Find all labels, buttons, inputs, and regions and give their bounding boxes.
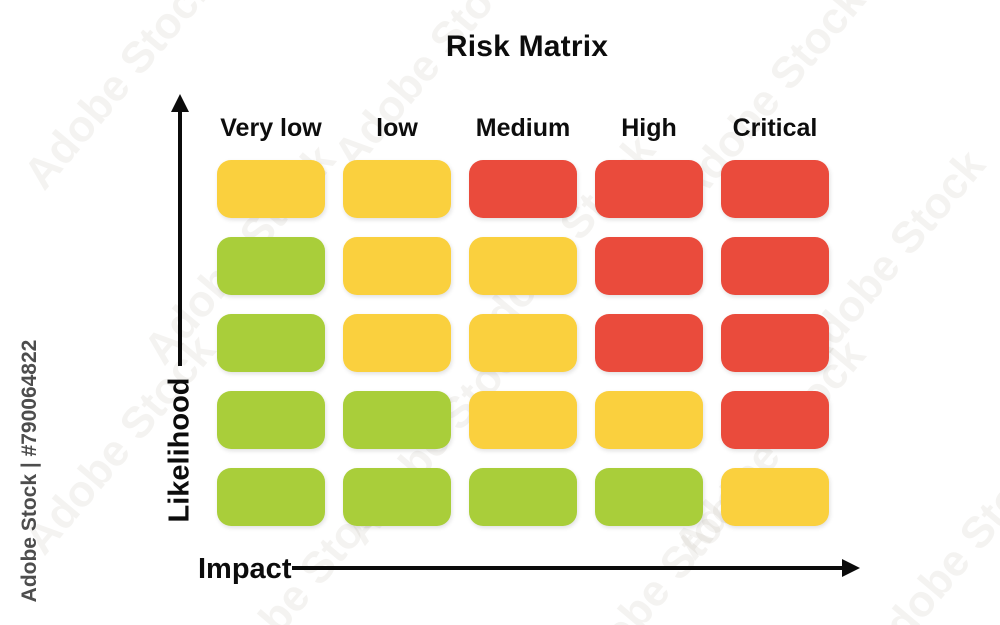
- matrix-cell-r1c1: [217, 160, 325, 218]
- matrix-cell-r3c3: [469, 314, 577, 372]
- matrix-cell-r4c3: [469, 391, 577, 449]
- matrix-cell-r2c5: [721, 237, 829, 295]
- matrix-cell-r4c4: [595, 391, 703, 449]
- x-axis-arrow-icon: [842, 559, 860, 577]
- y-axis-line: [178, 108, 182, 366]
- matrix-cell-r5c5: [721, 468, 829, 526]
- matrix-cell-r3c5: [721, 314, 829, 372]
- matrix-cell-r3c1: [217, 314, 325, 372]
- matrix-cell-r5c3: [469, 468, 577, 526]
- column-header-low: low: [376, 114, 418, 142]
- matrix-cell-r4c1: [217, 391, 325, 449]
- page-title: Risk Matrix: [445, 30, 609, 63]
- diagonal-watermark-text: Adobe Stock: [324, 0, 535, 179]
- matrix-cell-r1c2: [343, 160, 451, 218]
- y-axis-label: Likelihood: [163, 377, 196, 523]
- diagonal-watermark-text: Adobe Stock: [854, 435, 1000, 625]
- matrix-cell-r5c2: [343, 468, 451, 526]
- y-axis-arrow-icon: [171, 94, 189, 112]
- column-header-row: Very low low Medium High Critical: [217, 114, 829, 143]
- matrix-cell-r1c5: [721, 160, 829, 218]
- matrix-cell-r5c4: [595, 468, 703, 526]
- x-axis-line: [292, 566, 844, 570]
- stock-watermark-id: Adobe Stock | #790064822: [18, 339, 41, 603]
- column-header-critical: Critical: [732, 114, 818, 142]
- risk-grid: [217, 160, 829, 526]
- matrix-cell-r1c4: [595, 160, 703, 218]
- column-header-medium: Medium: [475, 114, 571, 142]
- matrix-cell-r2c4: [595, 237, 703, 295]
- matrix-cell-r5c1: [217, 468, 325, 526]
- matrix-cell-r3c2: [343, 314, 451, 372]
- matrix-cell-r2c1: [217, 237, 325, 295]
- column-header-very-low: Very low: [220, 114, 322, 142]
- matrix-cell-r1c3: [469, 160, 577, 218]
- column-header-high: High: [621, 114, 677, 142]
- x-axis-label: Impact: [198, 553, 292, 585]
- matrix-cell-r2c2: [343, 237, 451, 295]
- matrix-cell-r3c4: [595, 314, 703, 372]
- matrix-cell-r4c2: [343, 391, 451, 449]
- matrix-cell-r2c3: [469, 237, 577, 295]
- matrix-cell-r4c5: [721, 391, 829, 449]
